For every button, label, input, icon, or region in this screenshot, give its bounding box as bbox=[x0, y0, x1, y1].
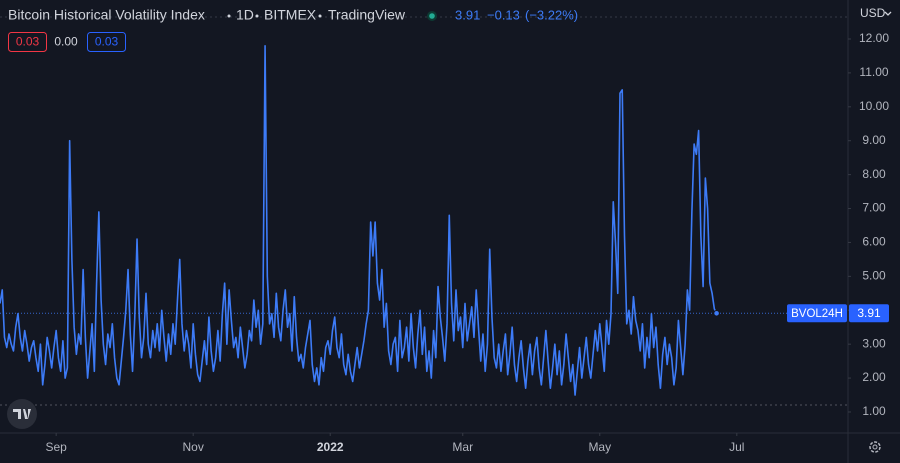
indicator-box bbox=[8, 32, 47, 52]
x-tick-label: Nov bbox=[183, 440, 204, 454]
y-tick-label: 2.00 bbox=[862, 370, 886, 384]
indicator-value: 0.03 bbox=[16, 35, 40, 49]
y-tick-label: 11.00 bbox=[859, 65, 888, 79]
logo[interactable] bbox=[7, 399, 37, 429]
currency[interactable]: USD bbox=[860, 6, 886, 20]
x-tick-label: 2022 bbox=[317, 440, 344, 454]
y-tick-label: 7.00 bbox=[862, 201, 886, 215]
currency-caret[interactable] bbox=[884, 11, 892, 16]
logo-mark[interactable] bbox=[13, 409, 31, 419]
separator bbox=[255, 14, 259, 18]
y-tick-label: 3.00 bbox=[862, 336, 886, 350]
indicator-value: 0.03 bbox=[95, 35, 119, 49]
interval: 1D bbox=[236, 7, 254, 23]
indicator-value: 0.00 bbox=[54, 35, 78, 49]
y-tick-label: 8.00 bbox=[862, 167, 886, 181]
series-name: BVOL24H bbox=[791, 308, 843, 320]
x-tick-label: May bbox=[588, 440, 611, 454]
y-tick-label: 1.00 bbox=[862, 404, 886, 418]
settings-icon-center[interactable] bbox=[872, 444, 878, 450]
change: −0.13 bbox=[487, 7, 520, 22]
series-line bbox=[0, 44, 718, 396]
y-tick-label: 12.00 bbox=[859, 31, 889, 45]
x-tick-label: Mar bbox=[452, 440, 473, 454]
plot-area bbox=[0, 44, 848, 396]
settings-icon[interactable] bbox=[869, 441, 881, 453]
separator bbox=[318, 14, 322, 18]
last-value-badge bbox=[849, 304, 889, 323]
y-tick-label: 10.00 bbox=[859, 99, 889, 113]
indicator-box bbox=[87, 32, 126, 52]
last-point bbox=[713, 310, 720, 317]
source: TradingView bbox=[328, 7, 406, 23]
y-tick-label: 5.00 bbox=[862, 269, 886, 283]
status-dot bbox=[429, 13, 435, 19]
y-tick-label: 6.00 bbox=[862, 235, 886, 249]
x-tick-label: Jul bbox=[729, 440, 744, 454]
series-name-badge bbox=[787, 304, 847, 323]
last-value: 3.91 bbox=[455, 7, 480, 22]
exchange: BITMEX bbox=[264, 7, 317, 23]
separator bbox=[227, 14, 231, 18]
x-tick-label: Sep bbox=[45, 440, 67, 454]
last-value-label: 3.91 bbox=[857, 306, 881, 320]
y-tick-label: 9.00 bbox=[862, 133, 886, 147]
change-percent: (−3.22%) bbox=[525, 7, 578, 22]
chart-title: Bitcoin Historical Volatility Index bbox=[8, 7, 205, 23]
